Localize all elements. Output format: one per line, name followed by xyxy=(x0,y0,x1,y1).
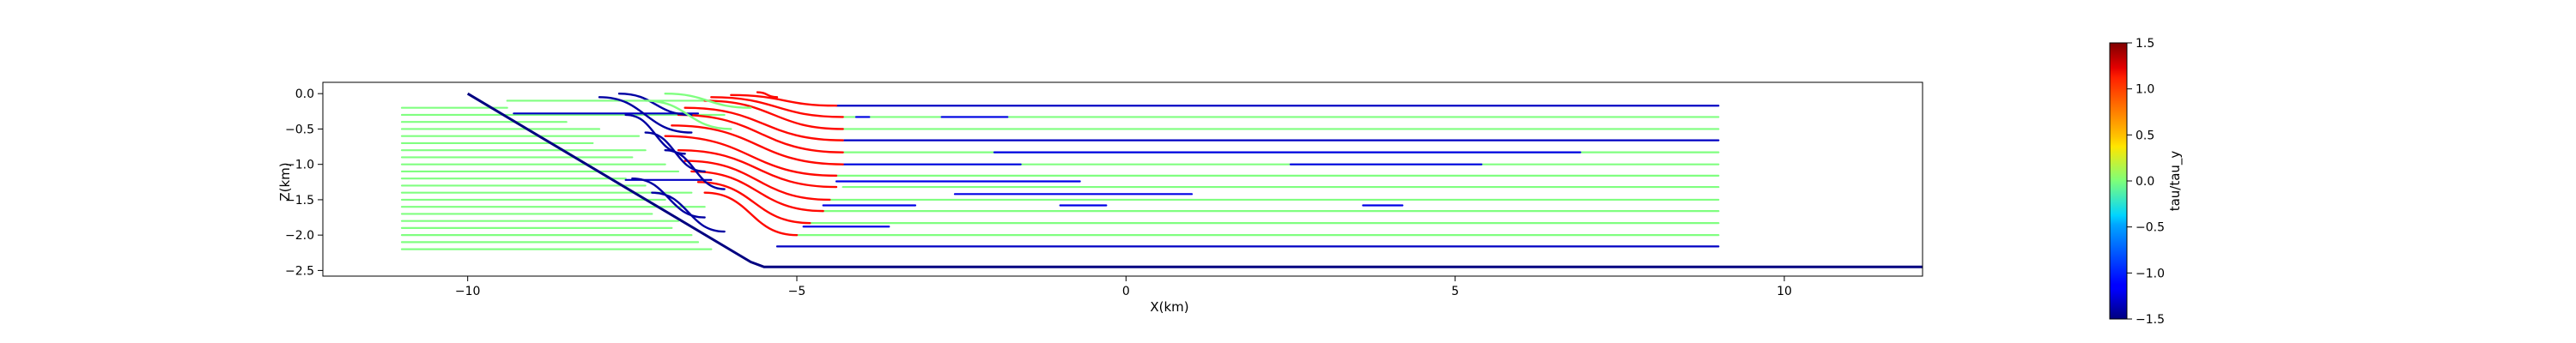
x-tick-label: 0 xyxy=(1122,285,1130,298)
x-axis: −10 −5 0 5 10 xyxy=(455,276,1792,298)
curved-red-6 xyxy=(677,113,844,153)
curved-red-9 xyxy=(677,148,838,189)
curved-red-2 xyxy=(730,93,838,107)
colorbar-ticks: 1.5 1.0 0.5 0.0 −0.5 −1.0 −1.5 xyxy=(2127,37,2165,327)
colorbar-tick-label: −1.5 xyxy=(2136,313,2165,327)
colorbar-tick-label: −0.5 xyxy=(2136,221,2165,235)
colorbar-tick-label: −1.0 xyxy=(2136,267,2165,280)
curved-red-12 xyxy=(696,181,811,225)
curved-red-7 xyxy=(671,124,844,165)
curved-red-8 xyxy=(664,135,838,178)
curved-green-2 xyxy=(644,99,732,130)
boundary-line xyxy=(466,92,1923,268)
x-tick-label: 10 xyxy=(1777,285,1792,298)
curved-red-3 xyxy=(710,96,844,118)
curved-red-13 xyxy=(703,191,799,237)
y-axis: 0.0 −0.5 −1.0 −1.5 −2.0 −2.5 xyxy=(285,87,323,278)
curved-blue-5 xyxy=(664,148,726,190)
colorbar-tick-label: 0.0 xyxy=(2136,175,2154,189)
curved-red-5 xyxy=(683,106,844,141)
y-axis-label: Z(km) xyxy=(277,162,293,201)
colorbar-gradient xyxy=(2109,42,2128,320)
axes-frame xyxy=(322,81,1923,277)
curved-red-10 xyxy=(683,159,831,202)
y-tick-label: −2.5 xyxy=(285,264,314,278)
colorbar-tick-label: 0.5 xyxy=(2136,129,2154,142)
y-tick-label: −1.5 xyxy=(285,194,314,208)
curved-blue-6 xyxy=(631,177,706,219)
curved-blue-2 xyxy=(598,96,693,134)
x-tick-label: −5 xyxy=(788,285,806,298)
curved-blue-1 xyxy=(617,92,693,117)
colorbar-tick-label: 1.0 xyxy=(2136,83,2154,97)
curved-blue-7 xyxy=(651,191,726,233)
y-tick-label: 0.0 xyxy=(295,87,314,101)
colorbar-tick-label: 1.5 xyxy=(2136,37,2154,51)
colorbar-label: tau/tau_y xyxy=(2167,151,2184,212)
y-tick-label: −1.0 xyxy=(285,159,314,172)
curved-green-1 xyxy=(664,92,752,109)
plot-area xyxy=(322,81,1923,277)
curved-red-4 xyxy=(703,99,844,130)
x-tick-label: 5 xyxy=(1451,285,1459,298)
streamline-layer xyxy=(400,91,1720,250)
curved-red-11 xyxy=(690,170,824,213)
boundary-layer xyxy=(466,92,1923,268)
x-tick-label: −10 xyxy=(455,285,481,298)
x-axis-label: X(km) xyxy=(1150,299,1188,315)
y-tick-label: −2.0 xyxy=(285,229,314,243)
curved-red-1 xyxy=(756,91,779,99)
y-tick-label: −0.5 xyxy=(285,123,314,136)
colorbar: 1.5 1.0 0.5 0.0 −0.5 −1.0 −1.5 tau/tau_y xyxy=(2109,37,2184,327)
